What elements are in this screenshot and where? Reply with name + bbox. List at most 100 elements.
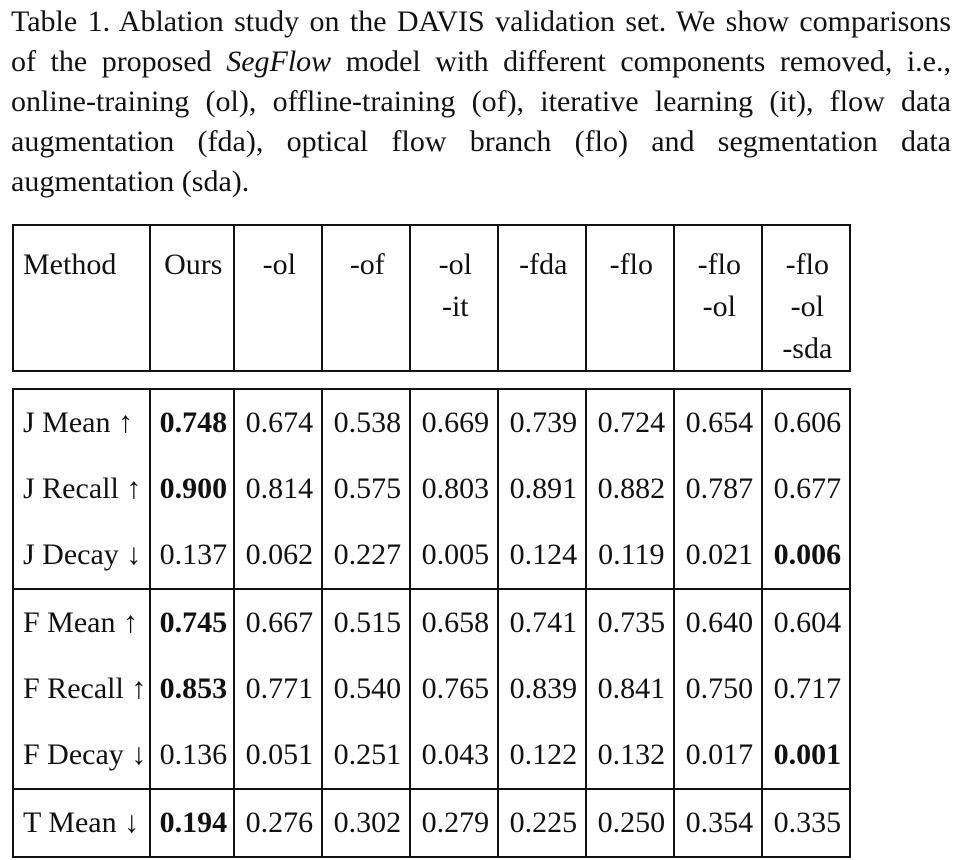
table-cell: 0.251	[321, 722, 412, 790]
table-cell: 0.741	[497, 588, 588, 656]
column-header-line: -flo	[609, 248, 653, 281]
table-cell: 0.748	[149, 388, 236, 456]
row-label: J Mean ↑	[11, 388, 152, 456]
column-header-line: -ol	[702, 290, 736, 323]
table-cell: 0.021	[673, 522, 764, 590]
table-cell: 0.839	[497, 656, 588, 722]
table-cell: 0.814	[233, 456, 324, 522]
table-cell: 0.787	[673, 456, 764, 522]
table-cell: 0.735	[585, 588, 676, 656]
ablation-table: Method Ours -ol -of -ol -it -fda -flo -flo -ol -f…	[11, 224, 852, 858]
table-cell: 0.043	[409, 722, 500, 790]
table-cell: 0.136	[149, 722, 236, 790]
table-cell: 0.900	[149, 456, 236, 522]
table-cell: 0.891	[497, 456, 588, 522]
table-cell: 0.051	[233, 722, 324, 790]
table-cell: 0.575	[321, 456, 412, 522]
group-gap	[13, 371, 850, 389]
table-cell: 0.540	[321, 656, 412, 722]
column-header-line: -it	[441, 290, 469, 323]
table-cell: 0.279	[409, 788, 500, 858]
caption-suffix: model with different components removed,…	[11, 45, 951, 198]
table-cell: 0.771	[233, 656, 324, 722]
table-row-group: J Mean ↑ 0.748 0.674 0.538 0.669 0.739 0.724 0.…	[11, 388, 852, 590]
column-header: Ours	[149, 224, 236, 372]
table-cell: 0.724	[585, 388, 676, 456]
table-cell: 0.654	[673, 388, 764, 456]
table-cell: 0.005	[409, 522, 500, 590]
table-cell: 0.640	[673, 588, 764, 656]
table-cell: 0.062	[233, 522, 324, 590]
table-row: J Recall ↑ 0.900 0.814 0.575 0.803 0.891 0.882…	[11, 456, 852, 522]
table-cell: 0.882	[585, 456, 676, 522]
table-cell: 0.765	[409, 656, 500, 722]
table-cell: 0.841	[585, 656, 676, 722]
table-cell: 0.658	[409, 588, 500, 656]
table-cell: 0.225	[497, 788, 588, 858]
column-header-line: -ol	[262, 248, 296, 281]
column-header-line: -ol	[438, 248, 472, 281]
column-header-line: -ol	[790, 290, 824, 323]
table-caption: Table 1. Ablation study on the DAVIS val…	[11, 2, 951, 202]
row-label: F Mean ↑	[11, 588, 152, 656]
caption-model-name: SegFlow	[226, 45, 332, 78]
row-label: J Decay ↓	[11, 522, 152, 590]
table-cell: 0.515	[321, 588, 412, 656]
table-cell: 0.119	[585, 522, 676, 590]
table-cell: 0.137	[149, 522, 236, 590]
row-label: J Recall ↑	[11, 456, 152, 522]
table-cell: 0.227	[321, 522, 412, 590]
column-header-line: -flo	[697, 248, 741, 281]
table-cell: 0.122	[497, 722, 588, 790]
table-cell: 0.194	[149, 788, 236, 858]
column-header-line: -sda	[782, 332, 833, 365]
table-cell: 0.276	[233, 788, 324, 858]
column-header-line: -fda	[519, 248, 568, 281]
table-cell: 0.669	[409, 388, 500, 456]
table-row: J Decay ↓ 0.137 0.062 0.227 0.005 0.124 0.119 0…	[11, 522, 852, 590]
table-cell: 0.853	[149, 656, 236, 722]
table-cell: 0.717	[761, 656, 852, 722]
table-row: F Mean ↑ 0.745 0.667 0.515 0.658 0.741 0.735 0.…	[11, 588, 852, 656]
table-cell: 0.006	[761, 522, 852, 590]
table-cell: 0.745	[149, 588, 236, 656]
table-cell: 0.604	[761, 588, 852, 656]
table-row-group: T Mean ↓ 0.194 0.276 0.302 0.279 0.225 0.250 0.…	[11, 788, 852, 858]
table-cell: 0.538	[321, 388, 412, 456]
header-row: Method Ours -ol -of -ol -it -fda -flo -flo -ol -f…	[11, 224, 852, 372]
table-cell: 0.739	[497, 388, 588, 456]
column-header: -fda	[497, 224, 588, 372]
row-label: T Mean ↓	[11, 788, 152, 858]
table-row: T Mean ↓ 0.194 0.276 0.302 0.279 0.225 0.250 0.…	[11, 788, 852, 858]
table-cell: 0.606	[761, 388, 852, 456]
table-cell: 0.017	[673, 722, 764, 790]
column-header-line: Ours	[164, 248, 223, 281]
column-header: -flo -ol -sda	[761, 224, 852, 372]
table-row: J Mean ↑ 0.748 0.674 0.538 0.669 0.739 0.724 0.…	[11, 388, 852, 456]
table-cell: 0.677	[761, 456, 852, 522]
caption-prefix: Table 1. Ablation study on the DAVIS val…	[11, 5, 951, 78]
gap-cell	[13, 371, 850, 389]
table-row: F Decay ↓ 0.136 0.051 0.251 0.043 0.122 0.132 0…	[11, 722, 852, 790]
column-header-line: -of	[349, 248, 385, 281]
column-header: -flo -ol	[673, 224, 764, 372]
table-row: F Recall ↑ 0.853 0.771 0.540 0.765 0.839 0.841…	[11, 656, 852, 722]
method-header: Method	[11, 224, 152, 372]
table-row-group: F Mean ↑ 0.745 0.667 0.515 0.658 0.741 0.735 0.…	[11, 588, 852, 790]
table-cell: 0.750	[673, 656, 764, 722]
table-cell: 0.803	[409, 456, 500, 522]
table-cell: 0.132	[585, 722, 676, 790]
column-header-line: -flo	[785, 248, 829, 281]
row-label: F Decay ↓	[11, 722, 152, 790]
table-cell: 0.124	[497, 522, 588, 590]
row-label: F Recall ↑	[11, 656, 152, 722]
column-header: -of	[321, 224, 412, 372]
table-cell: 0.354	[673, 788, 764, 858]
column-header: -flo	[585, 224, 676, 372]
table-cell: 0.250	[585, 788, 676, 858]
table-cell: 0.674	[233, 388, 324, 456]
table-cell: 0.667	[233, 588, 324, 656]
column-header: -ol -it	[409, 224, 500, 372]
table-cell: 0.001	[761, 722, 852, 790]
table-cell: 0.335	[761, 788, 852, 858]
